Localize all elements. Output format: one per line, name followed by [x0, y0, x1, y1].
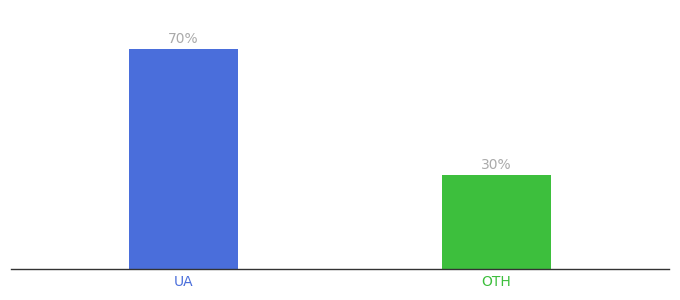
Bar: [442, 175, 551, 269]
Text: 70%: 70%: [168, 32, 199, 46]
Bar: [129, 49, 238, 269]
Text: 30%: 30%: [481, 158, 512, 172]
